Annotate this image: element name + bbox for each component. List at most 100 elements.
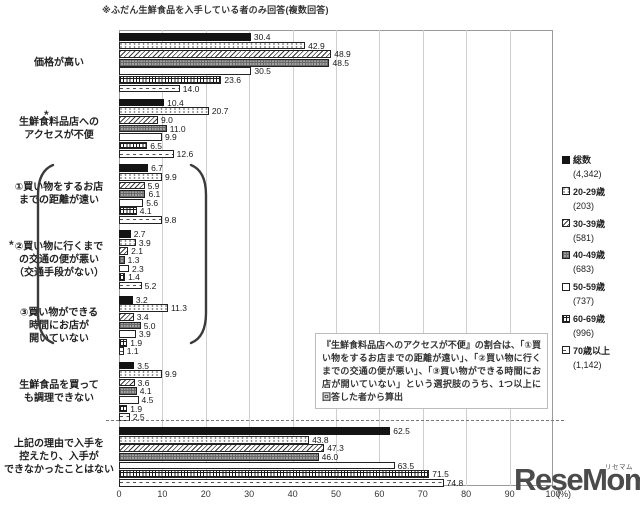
asterisk-access: * — [44, 108, 49, 122]
x-axis-tick-label: 90 — [504, 489, 515, 499]
x-axis-unit-label: (%) — [557, 489, 571, 499]
bar-value-label: 4.1 — [139, 386, 152, 397]
bar — [119, 347, 124, 356]
gridline — [509, 30, 511, 486]
bar — [119, 273, 126, 281]
legend-swatch-icon — [562, 346, 570, 355]
bar-value-label: 6.1 — [148, 189, 161, 200]
gridline — [466, 30, 468, 486]
bar — [119, 115, 159, 124]
category-label: ①買い物をするお店 までの距離が遠い — [2, 181, 116, 207]
bar-value-label: 2.3 — [131, 263, 144, 274]
legend-item: 総数 (4,342) — [562, 153, 638, 179]
legend-count: (203) — [573, 200, 595, 211]
chart-title: ※ふだん生鮮食品を入手している者のみ回答(複数回答) — [102, 5, 329, 15]
bar — [119, 444, 325, 453]
bar-value-label: 5.6 — [146, 197, 159, 208]
bar-value-label: 20.7 — [211, 106, 229, 117]
bar-value-label: 14.0 — [182, 83, 200, 94]
category-label-line: 生鮮食料品店への — [19, 116, 99, 128]
bar — [119, 198, 144, 207]
bar — [119, 330, 136, 338]
bar-value-label: 46.0 — [321, 452, 339, 462]
bar — [119, 453, 319, 461]
bar-value-label: 4.1 — [139, 206, 152, 217]
bar-value-label: 62.5 — [393, 426, 410, 437]
legend-row: 70歳以上 — [562, 344, 638, 357]
legend-row: 60-69歳 — [562, 312, 638, 325]
gridline — [336, 30, 337, 486]
bar — [119, 295, 133, 304]
bar — [119, 435, 310, 444]
x-axis-tick-label: 70 — [417, 489, 428, 499]
bar — [119, 264, 129, 273]
bar-value-label: 5.9 — [147, 180, 160, 191]
bar-value-label: 23.6 — [224, 75, 241, 85]
bar-value-label: 3.5 — [137, 360, 150, 371]
legend-item: 30-39歳 (581) — [562, 217, 638, 243]
bar — [119, 76, 222, 84]
bar-value-label: 48.5 — [332, 57, 350, 68]
bar-value-label: 1.1 — [126, 346, 139, 357]
bar — [119, 84, 180, 93]
bar-value-label: 6.7 — [151, 163, 163, 174]
category-label-line: ②買い物に行くまで — [14, 241, 104, 253]
category-label-line: 上記の理由で入手を — [14, 438, 104, 450]
legend-swatch-icon — [562, 155, 570, 164]
bar — [119, 41, 306, 50]
category-label-line: 価格が高い — [34, 57, 84, 69]
category-label-line: も調理できない — [24, 392, 94, 404]
group-bracket-left — [36, 163, 55, 345]
bar-value-label: 1.9 — [130, 337, 143, 348]
legend-swatch-icon — [562, 250, 570, 259]
bar-value-label: 3.2 — [135, 294, 148, 305]
bar-value-label: 2.7 — [133, 229, 146, 240]
category-label-line: できなかったことはない — [4, 464, 114, 476]
category-label-line: の交通の便が悪い — [19, 254, 99, 266]
bar-value-label: 9.9 — [164, 132, 177, 143]
bar-value-label: 11.3 — [171, 303, 187, 314]
legend-swatch-icon — [562, 187, 570, 196]
bar-value-label: 1.3 — [127, 254, 140, 265]
category-label: 生鮮食品を買って も調理できない — [2, 379, 116, 405]
bar — [119, 370, 162, 378]
bar-value-label: 1.9 — [130, 403, 143, 414]
group-bracket-right — [189, 163, 208, 345]
bar-value-label: 3.9 — [138, 329, 151, 340]
category-label-line: 時間にお店が — [29, 320, 89, 332]
category-label: 価格が高い — [2, 57, 116, 70]
bar — [119, 207, 137, 216]
x-axis-tick-label: 0 — [116, 489, 122, 499]
legend-label: 総数 — [573, 155, 592, 165]
legend-label: 60-69歳 — [573, 314, 606, 324]
x-axis-tick-label: 10 — [157, 489, 168, 499]
bar — [119, 338, 128, 347]
category-label-line: アクセスが不便 — [24, 129, 94, 141]
bar — [119, 478, 444, 487]
bar — [119, 255, 125, 264]
bar-value-label: 9.9 — [164, 369, 177, 380]
bar — [119, 190, 146, 198]
category-label-line: 控えたり、入手が — [19, 451, 99, 463]
legend-swatch-icon — [562, 314, 570, 323]
bar — [119, 304, 169, 313]
x-axis-tick-label: 50 — [330, 489, 341, 499]
bar — [119, 107, 209, 116]
category-label: 生鮮食料品店への アクセスが不便 — [2, 116, 116, 142]
category-label-line: 開いていない — [29, 333, 89, 345]
bar-value-label: 48.9 — [334, 49, 351, 60]
bar-value-label: 5.2 — [144, 280, 157, 291]
category-label: 上記の理由で入手を 控えたり、入手が できなかったことはない — [2, 438, 116, 477]
bar — [119, 238, 136, 247]
bar-value-label: 3.6 — [137, 377, 150, 388]
gridline — [162, 30, 164, 486]
bar — [119, 216, 162, 224]
bar — [119, 98, 165, 107]
category-label: ③買い物ができる 時間にお店が 開いていない — [2, 306, 116, 345]
bar-value-label: 3.9 — [138, 237, 151, 248]
bar-value-label: 3.4 — [136, 312, 149, 322]
bar — [119, 361, 135, 370]
x-axis-tick-label: 100 — [545, 489, 561, 499]
bar-value-label: 5.0 — [143, 320, 156, 331]
